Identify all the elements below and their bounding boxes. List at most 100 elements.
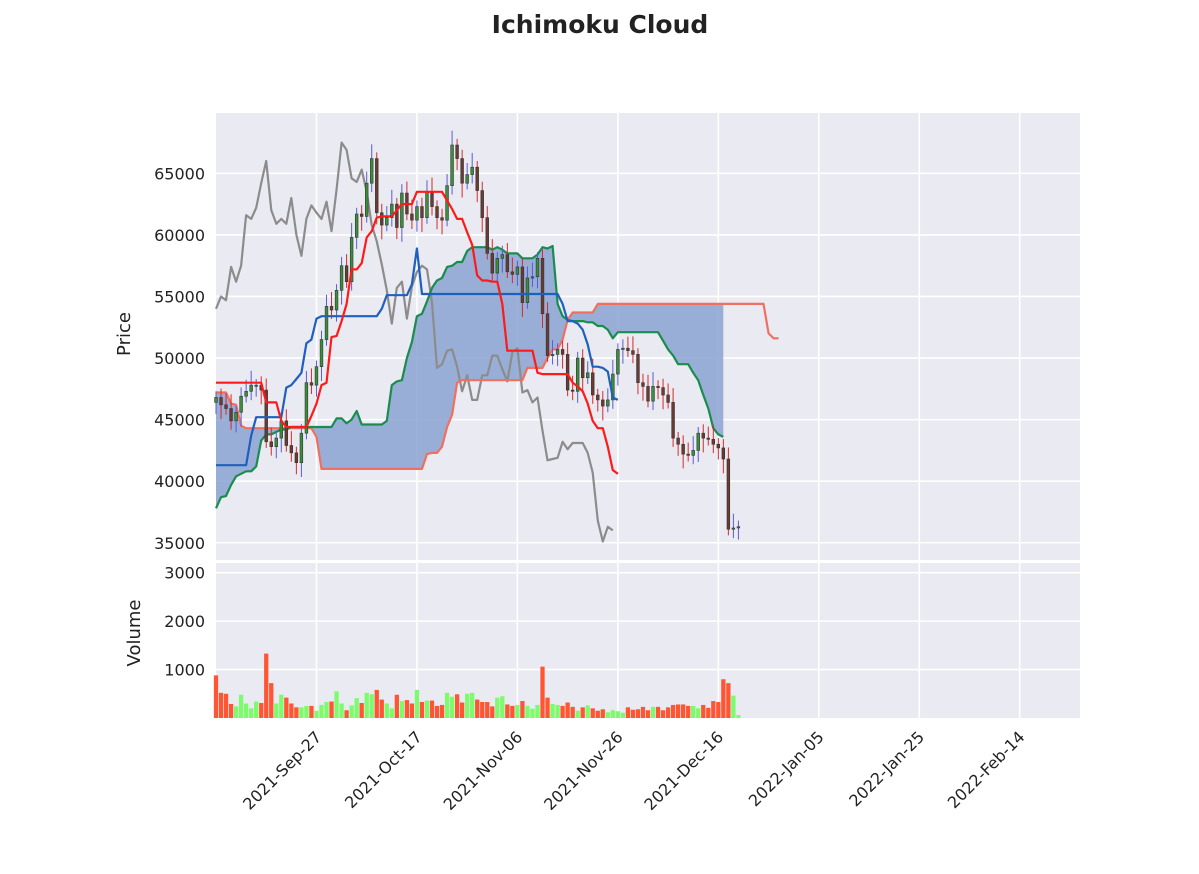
candle-body xyxy=(269,441,273,448)
candle xyxy=(731,513,736,539)
candle-body xyxy=(711,439,715,445)
candle-body xyxy=(219,397,223,406)
candle-body xyxy=(530,276,535,279)
volume-tick-label: 1000 xyxy=(164,661,205,680)
x-tick-label: 2021-Sep-27 xyxy=(239,727,325,813)
candle-body xyxy=(686,453,690,456)
candle xyxy=(641,373,645,401)
volume-bar xyxy=(409,703,415,718)
volume-bar xyxy=(379,699,384,718)
x-tick-label: 2021-Oct-17 xyxy=(341,727,426,812)
candle-body xyxy=(560,349,565,355)
candle-body xyxy=(641,382,645,387)
candle xyxy=(380,203,384,240)
candle xyxy=(656,380,660,400)
volume-bar xyxy=(721,679,726,718)
candle xyxy=(570,375,575,401)
volume-bar xyxy=(515,704,520,718)
volume-bar xyxy=(264,653,269,718)
candle xyxy=(219,388,223,420)
volume-bar xyxy=(384,703,389,718)
candle-body xyxy=(565,354,570,391)
candle-body xyxy=(731,527,736,530)
candle-body xyxy=(666,394,670,403)
candle-body xyxy=(244,390,248,397)
candle-body xyxy=(525,277,530,303)
volume-bar xyxy=(650,706,656,718)
volume-bar xyxy=(535,704,540,718)
candle-body xyxy=(520,266,525,303)
candle xyxy=(274,431,278,459)
volume-tick-label: 2000 xyxy=(164,612,205,631)
volume-bar xyxy=(460,702,465,718)
candle xyxy=(309,368,314,395)
candle xyxy=(586,361,590,384)
candle-body xyxy=(289,445,294,454)
volume-bar xyxy=(731,695,736,718)
candle xyxy=(465,162,469,190)
candle xyxy=(596,388,600,412)
candle xyxy=(329,292,334,319)
candle-body xyxy=(224,404,228,409)
candle-body xyxy=(319,339,324,367)
candle-body xyxy=(505,254,510,273)
candle-body xyxy=(420,206,424,218)
volume-plot-background xyxy=(216,563,1080,718)
volume-panel: 1000 2000 3000 xyxy=(164,563,1080,718)
x-tick-label: 2021-Nov-06 xyxy=(440,727,527,814)
volume-bar xyxy=(324,702,329,718)
candle-body xyxy=(656,386,660,388)
volume-bar xyxy=(309,705,314,718)
candle-body xyxy=(515,266,520,275)
candle xyxy=(631,336,635,364)
volume-bar xyxy=(439,704,445,718)
candle xyxy=(455,138,459,171)
volume-bar xyxy=(665,707,671,718)
candle xyxy=(354,207,359,249)
candle-body xyxy=(540,258,545,315)
volume-bar xyxy=(314,710,319,718)
volume-bar xyxy=(359,702,364,718)
x-tick-label: 2021-Dec-16 xyxy=(640,727,727,814)
candle-body xyxy=(671,402,675,439)
candle xyxy=(415,200,419,232)
candle xyxy=(726,447,731,536)
price-tick-label: 60000 xyxy=(154,226,205,245)
volume-bar xyxy=(289,703,294,718)
volume-bar xyxy=(233,706,239,718)
candle-body xyxy=(646,386,650,402)
candle xyxy=(395,197,399,240)
candle-body xyxy=(390,203,394,218)
volume-bar xyxy=(354,698,359,718)
candle-body xyxy=(339,265,344,291)
x-tick-label: 2022-Jan-25 xyxy=(845,727,928,810)
candle xyxy=(475,161,479,203)
candle-body xyxy=(334,290,339,311)
candle xyxy=(606,388,610,413)
candle xyxy=(686,442,690,462)
chart-title: Ichimoku Cloud xyxy=(492,10,709,39)
candle-body xyxy=(616,349,620,375)
candle xyxy=(681,435,685,469)
volume-bar xyxy=(269,683,274,718)
candle xyxy=(651,372,655,411)
volume-bar xyxy=(580,707,585,718)
candle-body xyxy=(359,213,364,217)
candle-body xyxy=(681,443,685,455)
candle-body xyxy=(304,382,309,434)
volume-bar xyxy=(615,711,620,718)
candle xyxy=(370,144,374,193)
candle xyxy=(490,239,494,282)
candle xyxy=(560,340,565,369)
candle xyxy=(229,394,233,430)
volume-bar xyxy=(495,697,500,718)
candle xyxy=(420,197,424,232)
candle-body xyxy=(375,158,379,214)
candle-body xyxy=(510,271,515,275)
volume-bar xyxy=(510,705,515,718)
candle xyxy=(575,351,580,403)
volume-bar xyxy=(344,710,349,718)
candle xyxy=(239,387,243,427)
candle-body xyxy=(239,395,243,413)
candle-body xyxy=(601,399,605,407)
